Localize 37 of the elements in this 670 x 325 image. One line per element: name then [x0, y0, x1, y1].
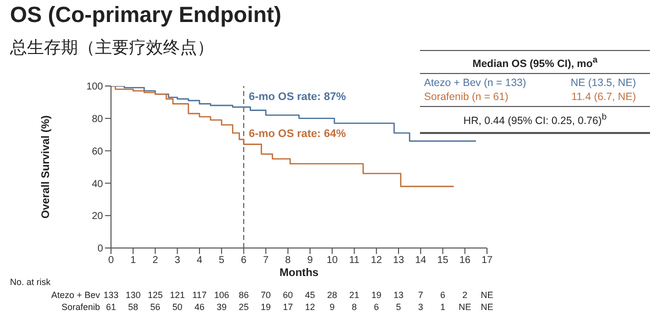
chart-subtitle: 总生存期（主要疗效终点） — [10, 37, 214, 59]
y-tick-label: 80 — [92, 114, 104, 125]
x-tick-label: 14 — [415, 255, 427, 266]
x-tick-label: 10 — [326, 255, 338, 266]
x-tick-label: 8 — [285, 255, 292, 266]
x-tick-label: 11 — [349, 255, 360, 266]
x-tick-label: 6 — [240, 255, 247, 266]
text: No. at risk — [10, 277, 51, 287]
x-tick-label: 3 — [174, 255, 181, 266]
x-tick-label: 4 — [196, 255, 203, 266]
annotation: 6-mo OS rate: 64% — [248, 128, 346, 140]
x-tick-label: 16 — [459, 255, 471, 266]
y-tick-label: 0 — [97, 244, 104, 255]
x-tick-label: 2 — [152, 255, 158, 266]
y-axis-title: Overall Survival (%) — [40, 115, 52, 219]
text: Atezo + Bev — [51, 290, 100, 300]
x-tick-label: 7 — [263, 255, 270, 266]
x-tick-label: 15 — [437, 255, 449, 266]
x-tick-label: 9 — [307, 255, 314, 266]
x-axis-title: Months — [279, 267, 319, 279]
x-tick-label: 12 — [370, 255, 382, 266]
x-tick-label: 5 — [218, 255, 225, 266]
summary-table: Median OS (95% CI), mo$^{a}$ Atezo + Bev (n = 133) NE (13.5, NE) Sorafenib (n = 61) 11.4 (6.7, NE) HR, 0.44 (95% CI: 0.25, 0.76)$^{b}$ — [420, 50, 650, 134]
x-tick-label: 1 — [130, 255, 136, 266]
x-tick-label: 0 — [108, 255, 114, 266]
text: Sorafenib — [61, 302, 100, 312]
text: 133 130 125 121 117 106 86 70 60 45 28 21 19 13 7 6 2 NE — [103, 290, 494, 300]
chart-title: OS (Co-primary Endpoint) — [10, 2, 282, 28]
y-tick-label: 100 — [86, 82, 104, 93]
text: 61 58 56 50 46 39 25 19 17 12 9 8 6 5 3 1 NE NE — [106, 302, 494, 312]
annotation: HR, 0.44 (95% CI: 0.25, 0.76)$^{b}$ — [463, 112, 607, 127]
y-tick-label: 60 — [92, 146, 104, 158]
y-tick-label: 20 — [92, 211, 104, 222]
x-tick-label: 17 — [481, 255, 493, 266]
annotation: 6-mo OS rate: 87% — [248, 91, 346, 104]
y-tick-label: 40 — [92, 178, 104, 190]
x-tick-label: 13 — [392, 255, 405, 266]
